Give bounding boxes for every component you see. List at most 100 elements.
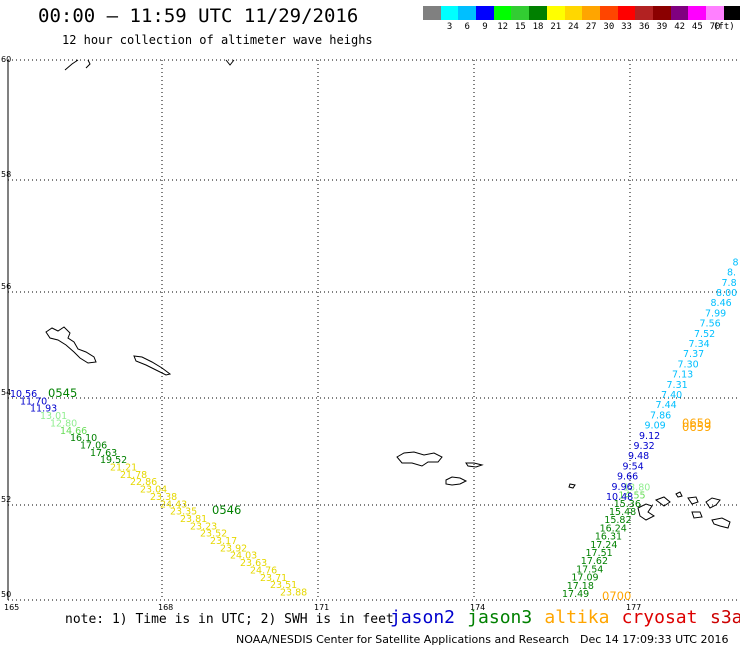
swh-value: 23.35 [170,507,197,518]
swh-value: 13.80 [623,482,650,493]
island-east-6 [711,517,731,529]
swh-value: 14.66 [60,426,87,437]
island-east-7 [675,491,683,498]
swh-value: 7.44 [656,400,677,411]
scale-label-42: 42 [674,22,686,32]
swh-value: 15.82 [604,515,631,526]
swh-value: 17.09 [571,573,598,584]
legend-jason3: jason3 [467,607,533,628]
swh-value: 17.54 [576,564,603,575]
swh-value: 17.06 [80,440,107,451]
swh-value: 7.52 [694,329,715,340]
timestamp-text: Dec 14 17:09:33 UTC 2016 [580,633,729,646]
swh-value: 22.86 [130,477,157,488]
scale-swatch-7 [546,6,565,20]
track-east-lower-values: 17.4917.1817.0917.5417.6217.5117.2416.31… [562,482,650,600]
swh-value: 17.51 [586,548,613,559]
swh-value: 9.54 [623,461,644,472]
lat-label-56: 56 [1,282,11,291]
swh-value: 16.31 [595,532,622,543]
scale-swatch-11 [617,6,636,20]
legend-cryosat: cryosat [621,607,698,628]
swh-value: 16.24 [600,523,627,534]
swh-value: 7.86 [650,410,671,421]
swh-value: 10.48 [606,492,633,503]
map-title: 00:00 – 11:59 UTC 11/29/2016 [38,5,359,27]
island-attu-small [465,462,484,468]
map-subtitle: 12 hour collection of altimeter wave hei… [62,33,373,47]
swh-value: 17.63 [90,448,117,459]
scale-swatch-0 [423,6,441,20]
swh-value: 23.88 [280,587,307,598]
swh-value: 23.52 [200,529,227,540]
swh-value: 23.04 [140,485,167,496]
swh-value: 9.48 [628,451,649,462]
scale-label-15: 15 [514,22,526,32]
lat-label-60: 60 [1,55,11,64]
island-east-1 [637,503,655,521]
latitude-labels: 60 58 56 54 52 50 [1,55,11,599]
swh-value: 7.40 [661,390,682,401]
lon-label-177: 177 [626,603,641,612]
swh-value: 7.34 [689,339,710,350]
legend-s3a: s3a [710,607,740,628]
island-east-3 [687,496,699,505]
swh-value: 17.49 [562,589,589,600]
island-east-4 [705,497,721,509]
swh-value: 7.13 [672,370,693,381]
swh-value: 7.30 [678,359,699,370]
footer-note: note: 1) Time is in UTC; 2) SWH is in fe… [65,612,394,627]
lon-label-171: 171 [314,603,329,612]
island-small-2 [568,483,576,489]
scale-label-39: 39 [656,22,668,32]
lat-label-58: 58 [1,170,11,179]
swh-value: 7.31 [667,380,688,391]
swh-value: 23.92 [220,543,247,554]
island-attu-west [396,451,443,467]
lon-label-165: 165 [4,603,19,612]
scale-swatch-6 [529,6,547,20]
lat-label-50: 50 [1,590,11,599]
swh-value: 23.17 [210,536,237,547]
credit-text: NOAA/NESDIS Center for Satellite Applica… [236,633,570,646]
swh-value: 21.21 [110,463,137,474]
scale-label-33: 33 [621,22,632,32]
scale-label-36: 36 [638,22,650,32]
scale-swatch-10 [599,6,618,20]
swh-value: 23.23 [190,521,217,532]
scale-swatch-12 [635,6,653,20]
swh-value: 9.32 [634,441,655,452]
swh-value: 9.96 [612,482,633,493]
swh-value: 7.99 [705,308,726,319]
swh-value: 7.37 [683,349,704,360]
scale-swatch-15 [688,6,706,20]
swh-value: 19.52 [100,455,127,466]
island-unimak [45,326,97,364]
swh-value: 9.66 [617,472,638,483]
scale-label-9: 9 [482,22,488,32]
swh-value: 8.00 [716,288,737,299]
swh-value: 17.62 [581,556,608,567]
island-east-5 [691,511,703,519]
swh-value: 24.03 [230,551,257,562]
swh-value: 8.46 [711,298,732,309]
swh-value: 21.78 [120,470,147,481]
swh-value: 23.38 [150,492,177,503]
lat-lon-grid [7,59,740,601]
lon-label-174: 174 [470,603,485,612]
scale-swatch-14 [670,6,689,20]
swh-value: 24.76 [250,565,277,576]
lat-label-54: 54 [1,388,11,397]
legend-altika: altika [544,607,610,628]
time-label-0659b: 0659 [682,420,711,434]
lon-label-168: 168 [158,603,173,612]
legend-jason2: jason2 [390,607,456,628]
swh-value: 15.48 [609,507,636,518]
longitude-labels: 165 168 171 174 177 [4,603,641,612]
coast-land-north [64,59,235,71]
scale-swatch-5 [511,6,530,20]
swh-value: 9.09 [645,421,666,432]
swh-value: 16.10 [70,433,97,444]
swh-value: 23.51 [270,580,297,591]
